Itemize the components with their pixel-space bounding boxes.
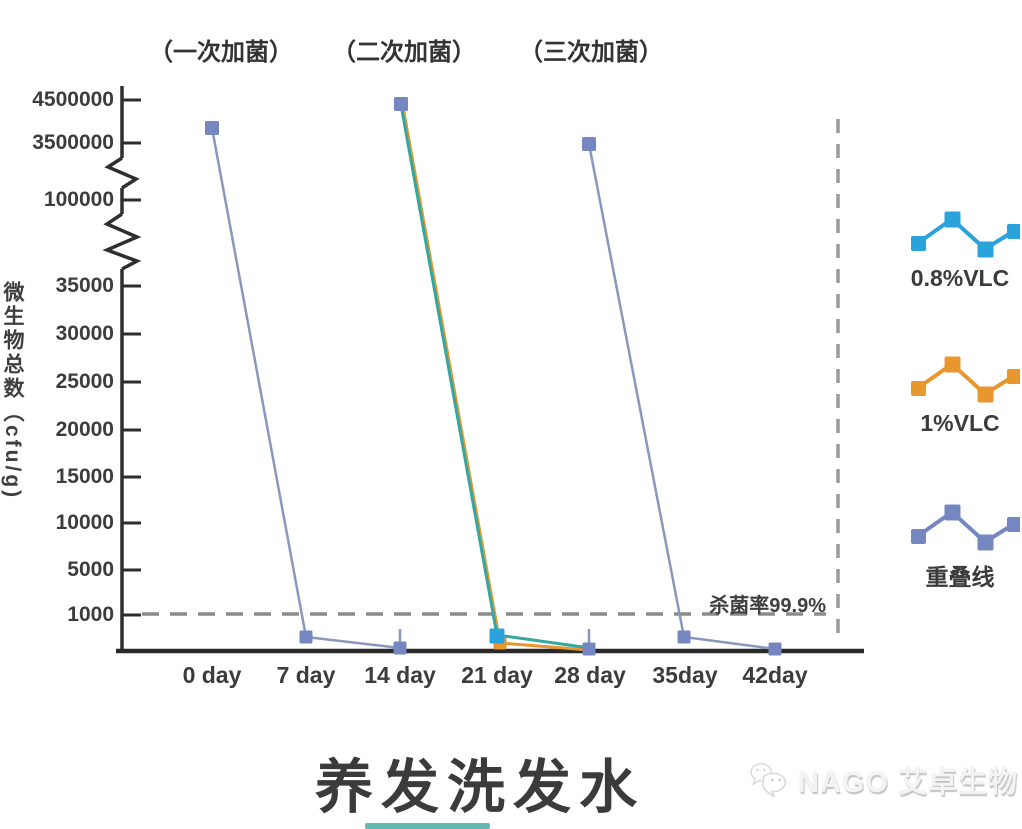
series-08pct-vlc-line bbox=[399, 104, 591, 650]
x-tick-label: 0 day bbox=[182, 662, 242, 688]
y-tick-label: 25000 bbox=[55, 370, 114, 393]
accent-strip bbox=[365, 823, 490, 829]
annotation-second-inoculation: （二次加菌） bbox=[332, 39, 476, 66]
x-tick-label: 21 day bbox=[461, 662, 533, 688]
legend-item-08pct-vlc: 0.8%VLC bbox=[900, 205, 1020, 292]
watermark: NAGO 艾卓生物 bbox=[748, 748, 1018, 812]
y-axis-ticks bbox=[122, 98, 141, 617]
data-point-marker bbox=[489, 628, 505, 644]
y-axis-title: 微生物总数（cfu/g) bbox=[1, 281, 24, 501]
legend-label: 重叠线 bbox=[925, 564, 995, 590]
legend-item-overlap-line: 重叠线 bbox=[900, 498, 1020, 592]
legend-line-icon bbox=[911, 504, 1020, 551]
y-tick-label: 20000 bbox=[55, 418, 114, 441]
annotation-first-inoculation: （一次加菌） bbox=[149, 39, 293, 66]
x-tick-label: 14 day bbox=[364, 662, 436, 688]
annotation-third-inoculation: （三次加菌） bbox=[519, 39, 663, 66]
x-tick-label: 7 day bbox=[276, 662, 336, 688]
watermark-text: NAGO 艾卓生物 bbox=[797, 767, 1018, 799]
y-tick-label: 5000 bbox=[67, 558, 114, 581]
y-tick-label: 10000 bbox=[55, 511, 114, 534]
legend-label: 1%VLC bbox=[920, 410, 1000, 436]
x-tick-label: 35day bbox=[652, 662, 718, 688]
overlap-line-markers bbox=[205, 97, 782, 656]
y-tick-label: 35000 bbox=[55, 274, 114, 297]
y-tick-label: 100000 bbox=[43, 188, 114, 211]
legend-item-1pct-vlc: 1%VLC bbox=[900, 350, 1020, 437]
y-tick-label: 3500000 bbox=[32, 131, 114, 154]
legend-label: 0.8%VLC bbox=[910, 265, 1010, 291]
threshold-label: 杀菌率99.9% bbox=[709, 595, 826, 617]
series-overlap-line-spike1 bbox=[210, 127, 402, 650]
y-tick-label: 4500000 bbox=[32, 88, 114, 111]
wechat-logo-icon bbox=[750, 762, 787, 798]
series-overlap-line-spike3 bbox=[587, 143, 776, 651]
axis-break-icon bbox=[104, 156, 140, 190]
y-tick-label: 1000 bbox=[67, 603, 114, 626]
series-1pct-vlc-line bbox=[401, 106, 590, 652]
y-tick-label: 30000 bbox=[55, 322, 114, 345]
y-tick-label: 15000 bbox=[55, 465, 114, 488]
x-tick-label: 42day bbox=[742, 662, 808, 688]
chart-title: 养发洗发水 bbox=[314, 755, 645, 820]
x-tick-label: 28 day bbox=[554, 662, 626, 688]
legend-line-icon bbox=[911, 211, 1020, 258]
axis-break-icon bbox=[102, 212, 142, 271]
legend-line-icon bbox=[911, 356, 1020, 403]
